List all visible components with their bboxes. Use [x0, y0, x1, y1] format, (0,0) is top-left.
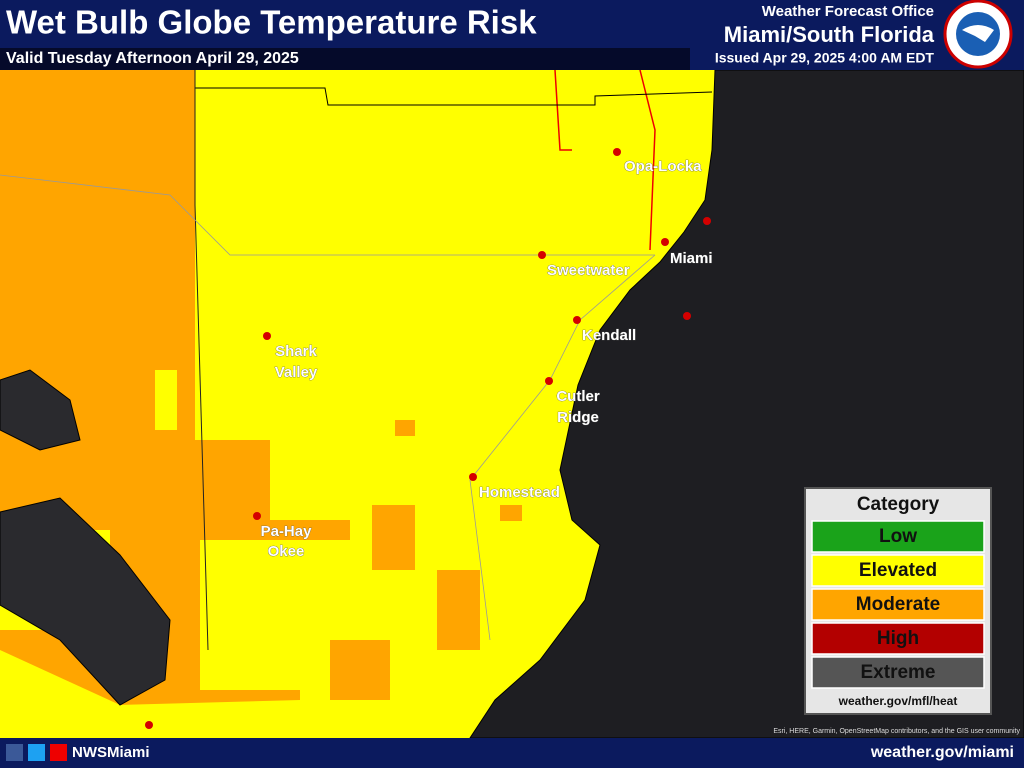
city-dots: [145, 148, 711, 729]
moderate-area: [395, 420, 415, 436]
legend: Category weather.gov/mfl/heat Low Elevate…: [804, 487, 992, 715]
county-line: [195, 87, 713, 106]
legend-title: Category: [857, 494, 940, 515]
title: Wet Bulb Globe Temperature Risk: [6, 4, 537, 41]
city-dot: [253, 512, 261, 520]
city-label: Cutler: [556, 388, 600, 405]
footer-url: weather.gov/miami: [870, 744, 1014, 761]
road: [0, 174, 655, 256]
legend-swatch: [811, 520, 985, 553]
moderate-area: [500, 505, 522, 521]
road: [554, 69, 572, 151]
legend-swatch: [811, 588, 985, 621]
facebook-icon[interactable]: [6, 744, 23, 761]
legend-label: Elevated: [859, 560, 937, 581]
city-label: Miami: [670, 250, 713, 267]
office-name: Miami/South Florida: [724, 22, 935, 47]
attribution: Esri, HERE, Garmin, OpenStreetMap contri…: [773, 728, 1020, 735]
social-handle: NWSMiami: [72, 744, 150, 761]
moderate-area: [330, 640, 390, 700]
city-dot: [661, 238, 669, 246]
city-labels: Opa-Locka Miami Sweetwater Kendall Shark…: [260, 158, 713, 561]
legend-label: High: [877, 628, 919, 649]
office-line: Weather Forecast Office: [762, 3, 934, 20]
city-dot: [469, 473, 477, 481]
city-dot: [613, 148, 621, 156]
city-label: Okee: [268, 543, 305, 560]
legend-label: Low: [879, 526, 917, 547]
city-label: Kendall: [582, 327, 636, 344]
legend-swatch: [811, 622, 985, 655]
valid-strip: [0, 48, 690, 70]
city-label: Valley: [275, 364, 318, 381]
valid-time: Valid Tuesday Afternoon April 29, 2025: [6, 50, 299, 67]
city-label: Pa-Hay: [261, 523, 313, 540]
city-dot: [703, 217, 711, 225]
legend-label: Extreme: [861, 662, 936, 683]
twitter-icon[interactable]: [28, 744, 45, 761]
issued-time: Issued Apr 29, 2025 4:00 AM EDT: [715, 50, 935, 66]
bay: [0, 497, 171, 706]
county-line: [194, 70, 209, 651]
youtube-icon[interactable]: [50, 744, 67, 761]
city-dot: [545, 377, 553, 385]
city-label: Opa-Locka: [624, 158, 702, 175]
city-dot: [145, 721, 153, 729]
city-label: Shark: [275, 343, 317, 360]
legend-swatch: [811, 554, 985, 587]
moderate-area: [372, 505, 415, 570]
city-label: Ridge: [557, 409, 599, 426]
moderate-area: [437, 570, 480, 650]
legend-swatch: [811, 656, 985, 689]
city-dot: [538, 251, 546, 259]
city-dot: [573, 316, 581, 324]
legend-label: Moderate: [856, 594, 940, 615]
footer-bar: [0, 738, 1024, 768]
city-dot: [683, 312, 691, 320]
city-label: Sweetwater: [547, 262, 630, 279]
legend-url: weather.gov/mfl/heat: [838, 694, 958, 708]
bay: [0, 369, 81, 451]
road: [639, 69, 656, 251]
city-label: Homestead: [479, 484, 560, 501]
elevated-area: [155, 370, 177, 430]
city-dot: [263, 332, 271, 340]
nws-logo: [943, 0, 1013, 69]
